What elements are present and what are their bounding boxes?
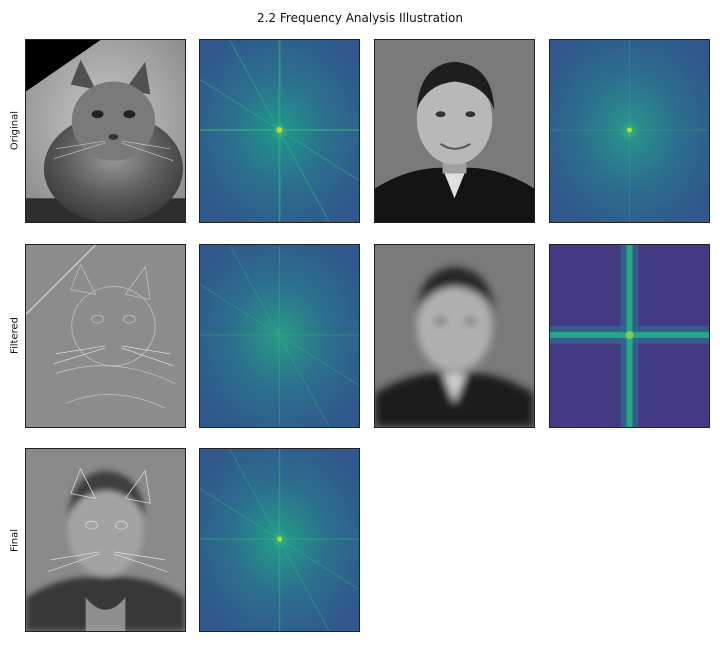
man-lowpass-fft-spectrum-image: [550, 245, 709, 427]
hybrid-image-panel: [25, 448, 186, 632]
row-label-filtered: Filtered: [9, 316, 21, 355]
man-photo-panel: [374, 39, 535, 223]
hybrid-image: [26, 449, 185, 631]
cat-photo-panel: [25, 39, 186, 223]
man-fft-spectrum-image: [550, 40, 709, 222]
man-lowpass-image: [375, 245, 534, 427]
man-lowpass-panel: [374, 244, 535, 428]
row-label-final: Final: [9, 528, 21, 553]
cat-fft-spectrum-image: [200, 40, 359, 222]
hybrid-fft-spectrum-image: [200, 449, 359, 631]
cat-fft-spectrum-panel: [199, 39, 360, 223]
row-label-original: Original: [9, 110, 21, 151]
cat-highpass-panel: [25, 244, 186, 428]
man-fft-spectrum-panel: [549, 39, 710, 223]
cat-photo-image: [26, 40, 185, 222]
man-photo-image: [375, 40, 534, 222]
cat-highpass-image: [26, 245, 185, 427]
figure-title: 2.2 Frequency Analysis Illustration: [256, 11, 463, 25]
hybrid-fft-spectrum-panel: [199, 448, 360, 632]
cat-highpass-fft-spectrum-image: [200, 245, 359, 427]
man-lowpass-fft-spectrum-panel: [549, 244, 710, 428]
cat-highpass-fft-spectrum-panel: [199, 244, 360, 428]
